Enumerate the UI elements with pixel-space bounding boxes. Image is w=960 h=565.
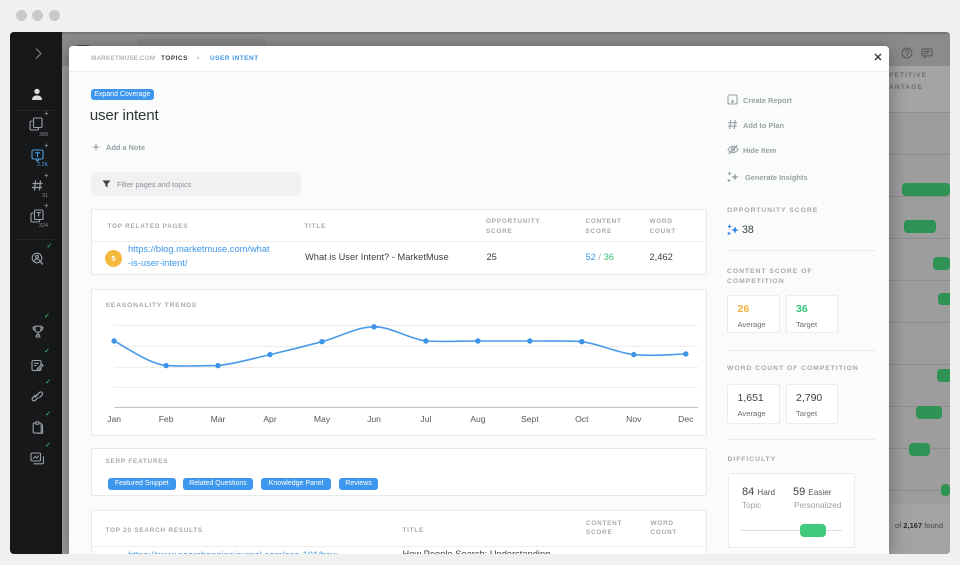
svg-text:Feb: Feb	[158, 414, 173, 424]
svg-text:Oct: Oct	[575, 414, 589, 424]
svg-text:Sept: Sept	[521, 414, 539, 424]
svg-text:Jan: Jan	[107, 414, 121, 424]
svg-text:Mar: Mar	[210, 414, 225, 424]
svg-text:Nov: Nov	[626, 414, 642, 424]
svg-text:Jul: Jul	[420, 414, 431, 424]
svg-text:Aug: Aug	[470, 414, 486, 424]
svg-text:Apr: Apr	[263, 414, 277, 424]
svg-text:Dec: Dec	[678, 414, 694, 424]
svg-text:Jun: Jun	[367, 414, 381, 424]
svg-text:May: May	[313, 414, 330, 424]
